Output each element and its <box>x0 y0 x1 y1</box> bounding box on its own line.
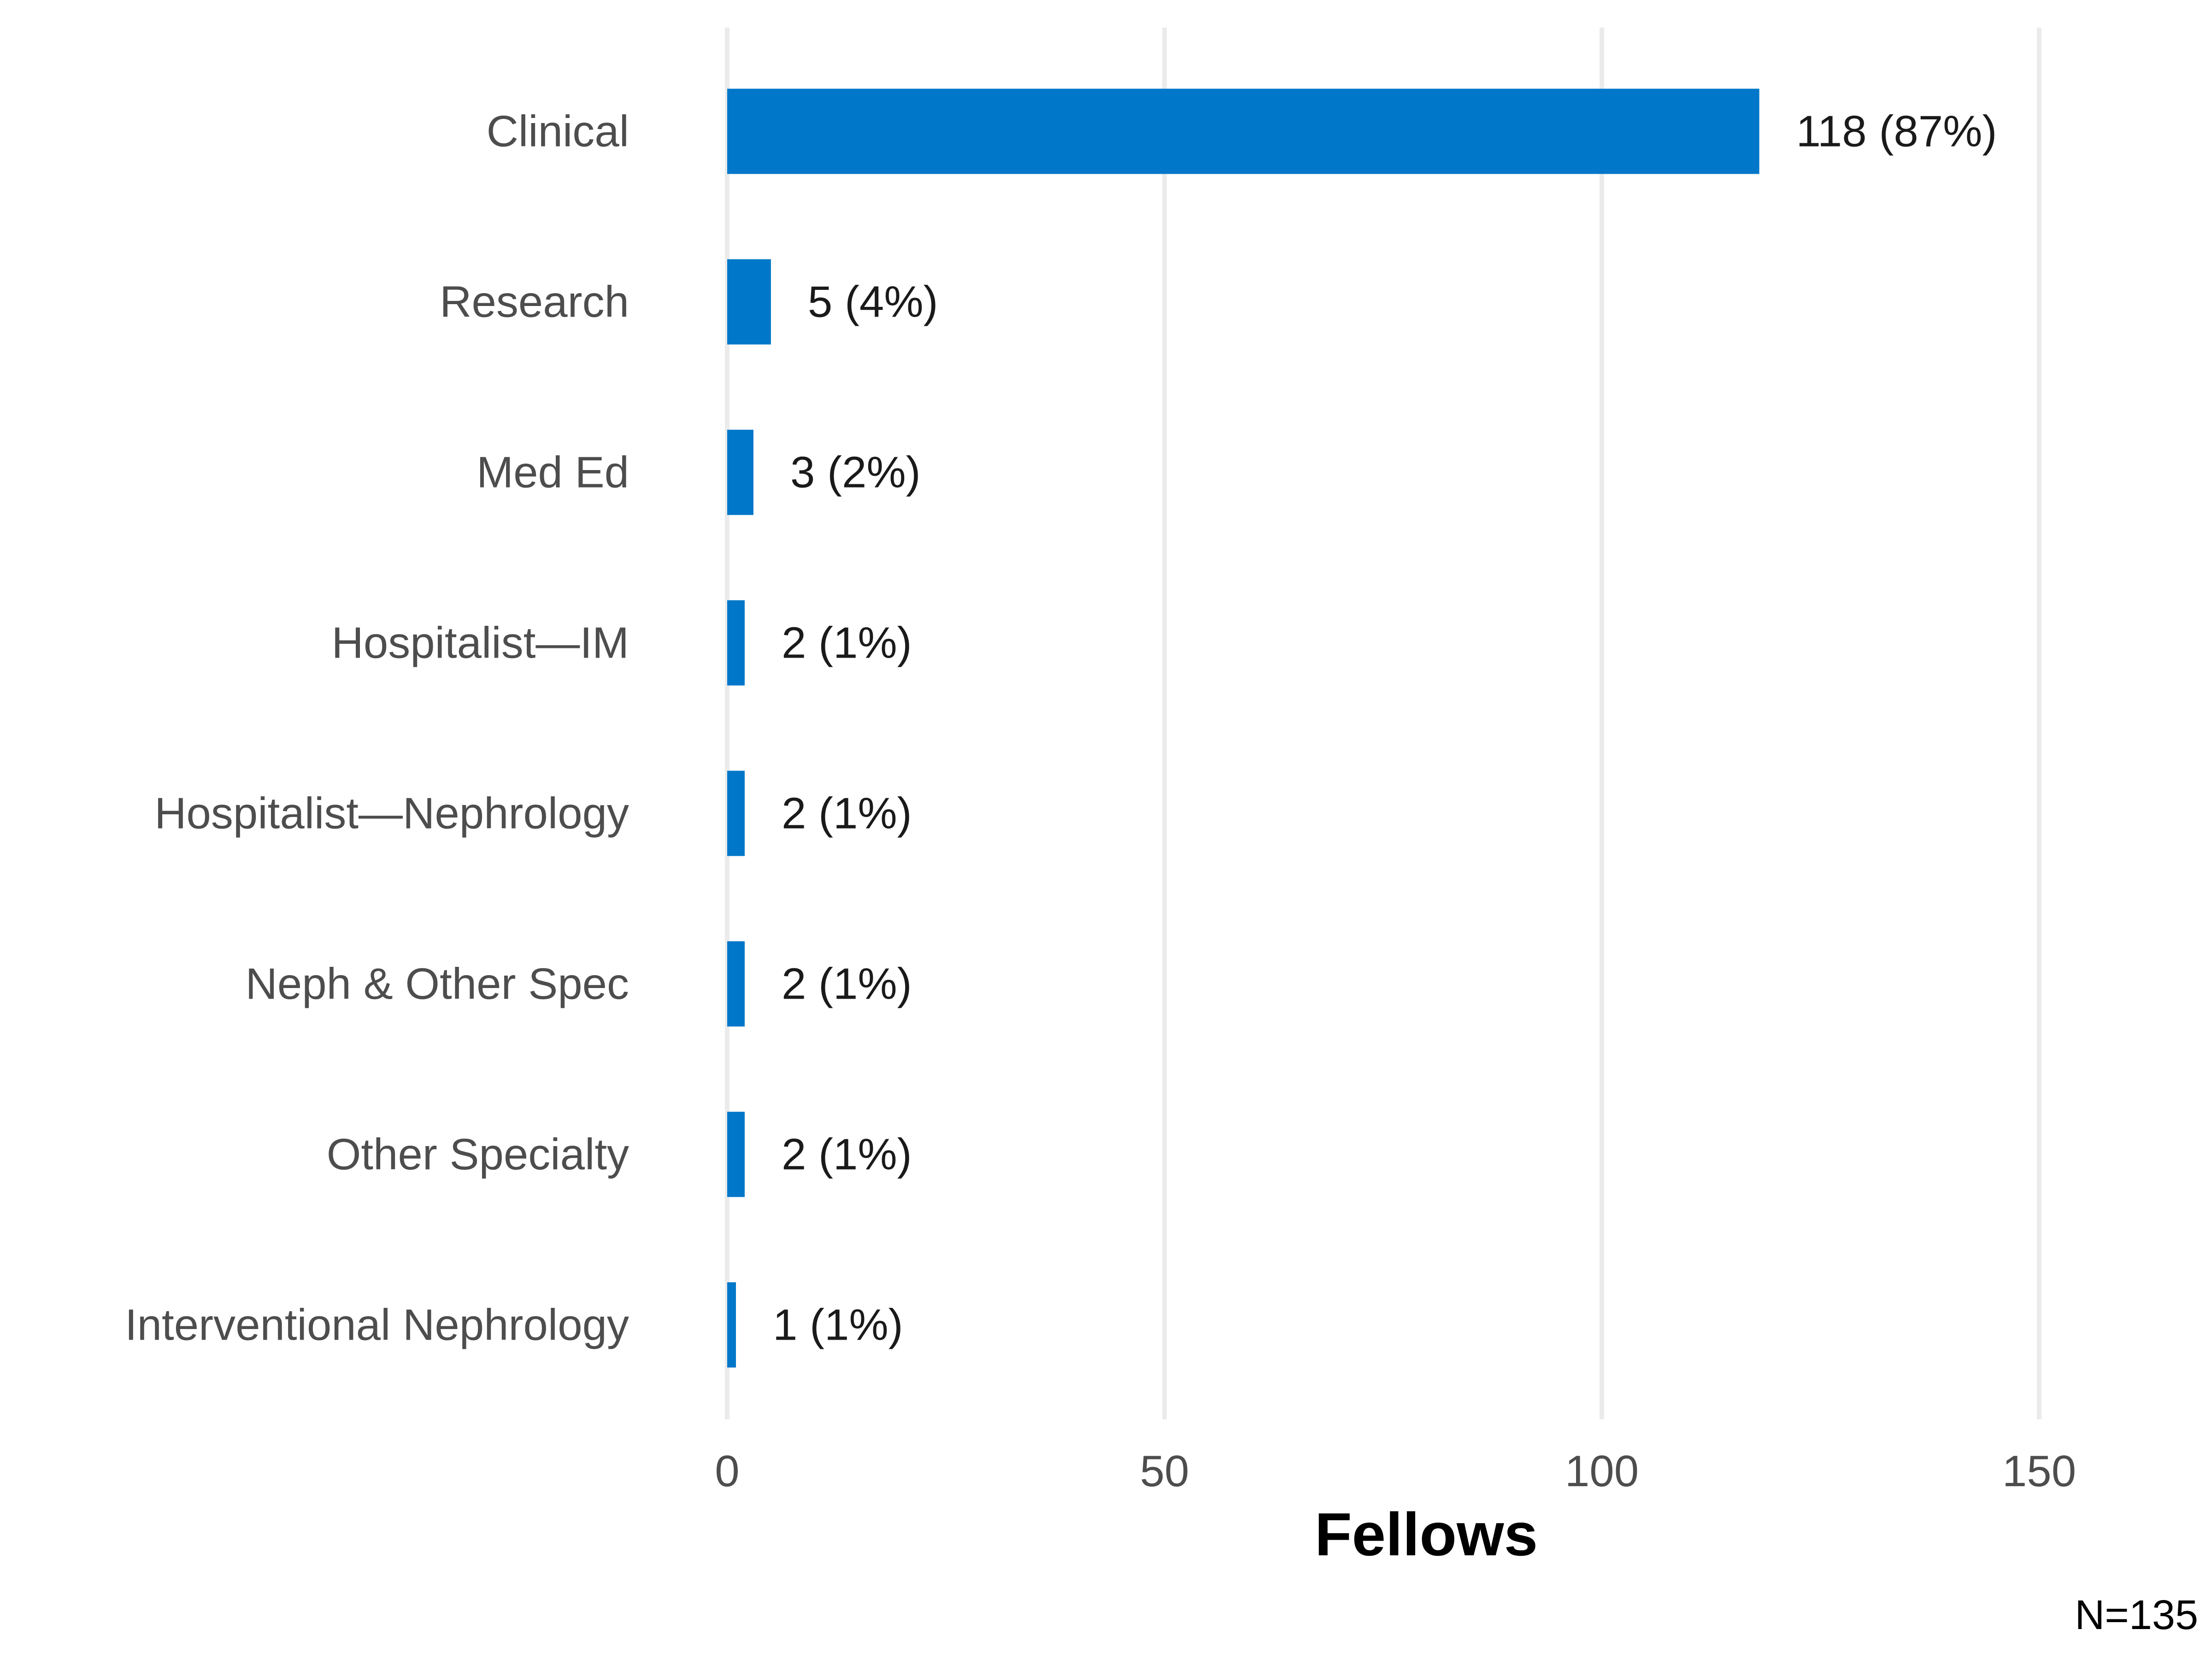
category-label-0: Clinical <box>487 107 629 156</box>
x-tick-label-1: 50 <box>1140 1447 1189 1496</box>
bar-4 <box>727 771 745 856</box>
category-label-2: Med Ed <box>477 448 629 497</box>
gridlines <box>727 28 2039 1419</box>
bar-1 <box>727 259 771 345</box>
data-label-1: 5 (4%) <box>808 277 938 327</box>
data-label-4: 2 (1%) <box>782 789 912 838</box>
bar-6 <box>727 1112 745 1197</box>
bar-7 <box>727 1282 736 1368</box>
bar-3 <box>727 600 745 686</box>
x-axis-title: Fellows <box>1315 1500 1538 1568</box>
data-label-2: 3 (2%) <box>790 448 921 497</box>
category-labels: Clinical Research Med Ed Hospitalist—IM Hosp… <box>125 107 629 1350</box>
bar-5 <box>727 941 745 1027</box>
bar-2 <box>727 430 753 515</box>
data-label-3: 2 (1%) <box>782 618 912 668</box>
category-label-7: Interventional Nephrology <box>125 1300 629 1350</box>
x-axis-ticks: 0 50 100 150 <box>715 1447 2076 1496</box>
data-label-0: 118 (87%) <box>1796 107 1997 156</box>
data-labels: 118 (87%) 5 (4%) 3 (2%) 2 (1%) 2 (1%) 2 (1%) 2… <box>773 107 1997 1350</box>
x-tick-label-3: 150 <box>2002 1447 2076 1496</box>
data-label-5: 2 (1%) <box>782 959 912 1009</box>
category-label-1: Research <box>440 277 629 327</box>
category-label-3: Hospitalist—IM <box>332 618 629 668</box>
bar-0 <box>727 89 1759 174</box>
data-label-6: 2 (1%) <box>782 1130 912 1179</box>
data-label-7: 1 (1%) <box>773 1300 903 1350</box>
category-label-6: Other Specialty <box>327 1130 629 1179</box>
sample-size-note: N=135 <box>2075 1592 2198 1638</box>
category-label-4: Hospitalist—Nephrology <box>154 789 629 838</box>
category-label-5: Neph & Other Spec <box>246 959 629 1009</box>
x-tick-label-0: 0 <box>715 1447 739 1496</box>
x-tick-label-2: 100 <box>1565 1447 1639 1496</box>
